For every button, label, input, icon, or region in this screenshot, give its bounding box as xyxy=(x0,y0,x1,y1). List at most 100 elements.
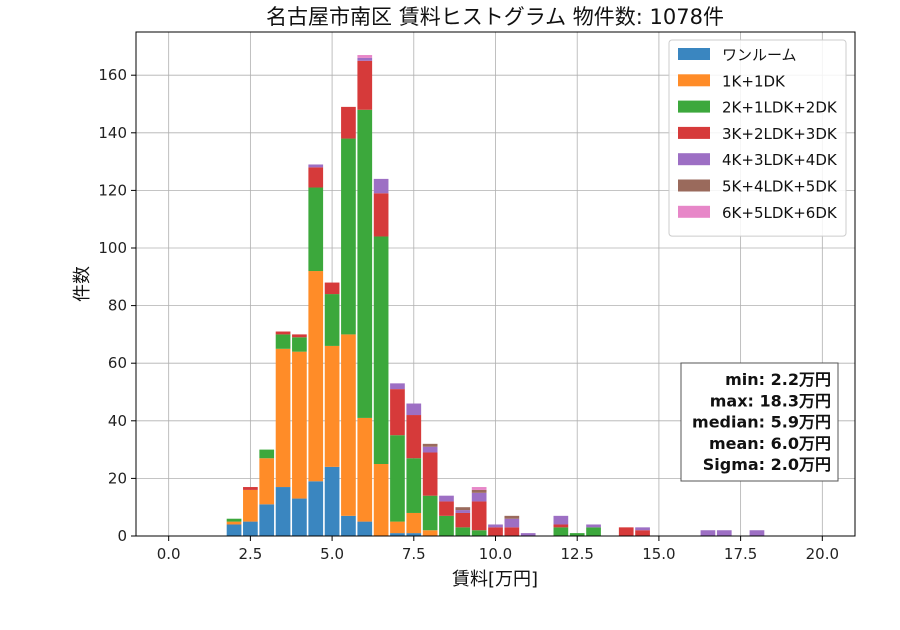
stats-line: mean: 6.0万円 xyxy=(709,434,831,453)
bar xyxy=(553,527,569,536)
bar xyxy=(455,507,471,511)
bar xyxy=(586,524,601,528)
bar xyxy=(259,458,275,505)
y-tick-label: 140 xyxy=(98,124,127,142)
bar xyxy=(390,383,405,390)
stats-line: max: 18.3万円 xyxy=(710,391,831,410)
y-tick-label: 20 xyxy=(108,469,127,487)
legend-label: 6K+5LDK+6DK xyxy=(722,204,838,222)
bar xyxy=(504,527,520,536)
legend: ワンルーム 1K+1DK 2K+1LDK+2DK 3K+2LDK+3DK 4K+3LDK… xyxy=(668,39,847,237)
stats-box xyxy=(680,362,839,482)
x-tick-label: 12.5 xyxy=(561,545,594,563)
series-2-bars xyxy=(226,109,601,536)
bar xyxy=(569,533,585,536)
bar xyxy=(422,452,438,496)
bar xyxy=(324,345,340,467)
bar xyxy=(341,334,356,516)
bar xyxy=(390,533,405,536)
bar xyxy=(308,481,324,536)
bar xyxy=(292,337,307,352)
bar xyxy=(422,446,438,453)
bar xyxy=(553,524,569,528)
bar xyxy=(259,449,275,459)
y-tick-label: 40 xyxy=(108,412,127,430)
bar xyxy=(439,495,454,502)
y-tick-label: 60 xyxy=(108,354,127,372)
bar xyxy=(635,530,650,536)
bar xyxy=(308,164,324,168)
bar xyxy=(324,282,340,295)
series-0-bars xyxy=(226,466,422,536)
bar xyxy=(439,515,454,536)
bar xyxy=(373,464,389,536)
bar xyxy=(275,334,291,349)
bar xyxy=(504,518,520,528)
bar xyxy=(618,527,634,536)
bar xyxy=(586,527,601,536)
bar xyxy=(471,530,487,536)
bar xyxy=(373,193,389,237)
y-tick-label: 0 xyxy=(117,527,127,545)
bar xyxy=(406,512,422,534)
bar xyxy=(292,351,307,499)
bar xyxy=(275,331,291,335)
bar xyxy=(455,527,471,536)
bar xyxy=(700,530,716,536)
bar xyxy=(357,521,373,536)
bar xyxy=(308,187,324,272)
y-tick-label: 120 xyxy=(98,181,127,199)
bar xyxy=(341,106,356,139)
bar xyxy=(308,167,324,188)
bar xyxy=(373,236,389,464)
legend-swatch xyxy=(678,74,710,87)
x-tick-label: 20.0 xyxy=(806,545,839,563)
bar xyxy=(455,512,471,528)
bar xyxy=(406,458,422,513)
x-axis-title: 賃料[万円] xyxy=(452,569,538,590)
bar xyxy=(406,403,422,416)
legend-swatch xyxy=(678,179,710,192)
y-tick-label: 100 xyxy=(98,239,127,257)
stats-line: min: 2.2万円 xyxy=(725,370,831,389)
bar xyxy=(357,60,373,110)
legend-swatch xyxy=(678,205,710,218)
series-4-bars xyxy=(308,57,765,536)
legend-label: 5K+4LDK+5DK xyxy=(722,178,838,196)
series-3-bars xyxy=(243,60,650,536)
bar xyxy=(471,489,487,493)
bar xyxy=(308,271,324,482)
legend-label: 1K+1DK xyxy=(722,72,786,90)
bar xyxy=(324,294,340,346)
bar xyxy=(341,138,356,335)
x-tick-label: 5.0 xyxy=(320,545,344,563)
series-5-bars xyxy=(422,443,520,519)
bar xyxy=(716,530,732,536)
bar xyxy=(471,492,487,502)
x-tick-label: 2.5 xyxy=(238,545,262,563)
bar xyxy=(243,487,258,490)
bar xyxy=(504,515,520,519)
bar xyxy=(406,415,422,459)
x-tick-label: 0.0 xyxy=(157,545,181,563)
legend-box xyxy=(668,39,847,237)
bar xyxy=(275,348,291,488)
bar xyxy=(357,417,373,522)
bar xyxy=(243,489,258,522)
bar xyxy=(275,487,291,536)
stats-annotation: min: 2.2万円 max: 18.3万円 median: 5.9万円 mean: … xyxy=(680,362,839,482)
series-1-bars xyxy=(226,271,438,536)
bar xyxy=(406,533,422,536)
bar xyxy=(553,515,569,525)
y-tick-label: 80 xyxy=(108,297,127,315)
x-tick-label: 15.0 xyxy=(642,545,675,563)
x-tick-label: 7.5 xyxy=(402,545,426,563)
bar-series xyxy=(226,55,765,536)
bar xyxy=(635,527,650,531)
bar xyxy=(488,524,503,528)
bar xyxy=(292,334,307,338)
series-6-bars xyxy=(357,55,487,490)
bar xyxy=(390,389,405,436)
legend-swatch xyxy=(678,153,710,166)
bar xyxy=(373,178,389,194)
